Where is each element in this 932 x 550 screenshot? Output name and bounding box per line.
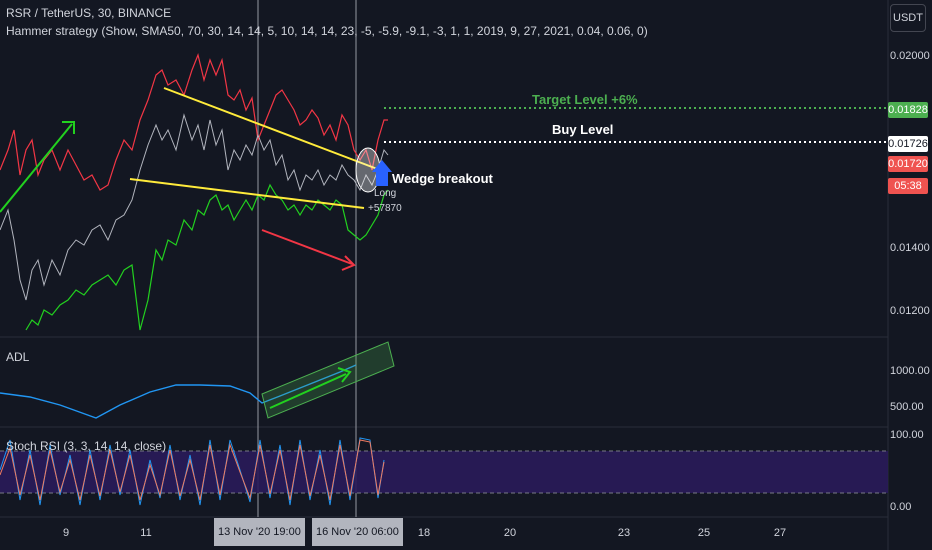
red-divergence-arrowhead-icon [341,255,356,271]
time-tick: 20 [503,527,517,539]
time-tick: 23 [617,527,631,539]
wedge-breakout-label: Wedge breakout [392,171,493,186]
long-signal-arrow-icon [372,160,392,172]
price-series-green [25,183,389,331]
crosshair-time-label-2: 16 Nov '20 06:00 [312,518,403,546]
currency-button[interactable]: USDT [890,4,926,32]
stoch-rsi-tick: 0.00 [890,501,912,513]
long-signal-label: Long [374,188,397,199]
price-tick: 0.01400 [890,242,930,254]
time-tick: 18 [417,527,431,539]
time-tick: 25 [697,527,711,539]
long-signal-marker [376,172,388,186]
target-price-tag: 0.01828 [888,102,928,118]
stoch-rsi-band [0,451,888,493]
stoch-rsi-pane-label: Stoch RSI (3, 3, 14, 14, close) [6,439,167,453]
symbol-title: RSR / TetherUS, 30, BINANCE [6,6,172,20]
stoch-rsi-tick: 100.00 [890,429,924,441]
adl-tick: 1000.00 [890,365,930,377]
time-tick: 9 [62,527,70,539]
buy-price-tag: 0.01726 [888,136,928,152]
price-tick: 0.01200 [890,305,930,317]
time-tick: 11 [140,527,152,539]
green-uptrend-arrow-icon [0,123,73,213]
target-level-label: Target Level +6% [532,92,638,107]
adl-green-arrow-icon [269,373,347,409]
wedge-upper-trendline [163,87,381,171]
green-uptrend-arrowhead-icon [62,121,75,134]
adl-channel-box [261,341,395,419]
adl-pane-label: ADL [6,350,30,364]
wedge-lower-trendline [129,178,365,209]
red-divergence-arrow-icon [261,229,353,265]
adl-series-line [0,364,357,419]
price-series-red [0,53,388,191]
long-signal-qty: +57870 [368,203,402,214]
buy-level-label: Buy Level [552,122,614,137]
last-price-tag: 0.01720 [888,156,928,172]
adl-tick: 500.00 [890,401,924,413]
stoch-rsi-d-line [0,439,385,501]
time-tick: 27 [773,527,787,539]
adl-green-arrowhead-icon [337,367,352,383]
crosshair-time-label-1: 13 Nov '20 19:00 [214,518,305,546]
countdown-tag: 05:38 [888,178,928,194]
strategy-title: Hammer strategy (Show, SMA50, 70, 30, 14… [6,24,648,38]
price-tick: 0.02000 [890,50,930,62]
price-series-white [0,113,389,301]
